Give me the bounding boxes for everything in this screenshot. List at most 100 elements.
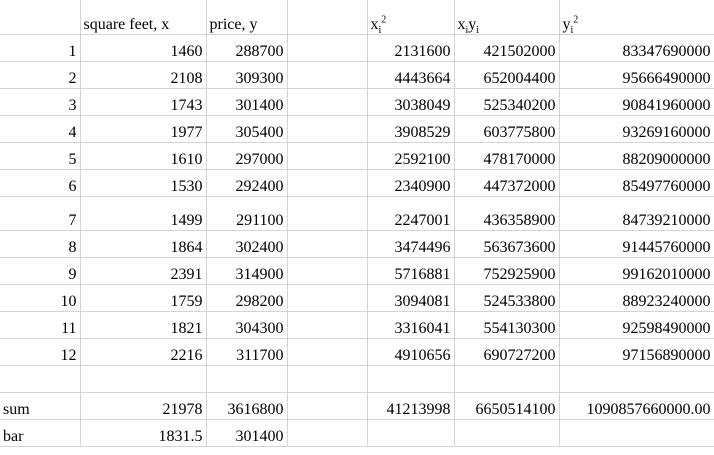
row-number[interactable]: 11 — [0, 311, 81, 339]
cell-x-times-y[interactable]: 752925900 — [454, 257, 560, 285]
cell-x-times-y[interactable]: 563673600 — [454, 230, 560, 258]
cell-y-squared[interactable]: 91445760000 — [559, 230, 714, 258]
bar-label[interactable]: bar — [0, 419, 81, 447]
cell-y-squared[interactable]: 88209000000 — [559, 142, 714, 170]
cell-x-squared[interactable]: 3038049 — [367, 88, 455, 116]
cell-square-feet[interactable]: 1499 — [80, 196, 207, 231]
bar-x[interactable]: 1831.5 — [80, 419, 207, 447]
cell-y-squared[interactable]: 97156890000 — [559, 338, 714, 366]
row-number[interactable]: 3 — [0, 88, 81, 116]
header-cell-blank-2[interactable] — [287, 0, 368, 35]
cell-square-feet[interactable]: 2108 — [80, 61, 207, 89]
cell-blank[interactable] — [287, 34, 368, 62]
blank-cell[interactable] — [454, 365, 560, 393]
header-x-squared[interactable]: xi2 — [367, 0, 455, 35]
cell-x-squared[interactable]: 5716881 — [367, 257, 455, 285]
sum-xx[interactable]: 41213998 — [367, 392, 455, 420]
cell-blank[interactable] — [287, 284, 368, 312]
header-x-times-y[interactable]: xiyi — [454, 0, 560, 35]
cell-square-feet[interactable]: 1743 — [80, 88, 207, 116]
cell-x-times-y[interactable]: 478170000 — [454, 142, 560, 170]
blank-cell[interactable] — [206, 365, 288, 393]
cell-x-times-y[interactable]: 421502000 — [454, 34, 560, 62]
cell-x-squared[interactable]: 2131600 — [367, 34, 455, 62]
cell-price[interactable]: 291100 — [206, 196, 288, 231]
sum-cell-blank[interactable] — [287, 392, 368, 420]
cell-x-squared[interactable]: 3316041 — [367, 311, 455, 339]
cell-blank[interactable] — [287, 169, 368, 197]
cell-x-squared[interactable]: 3908529 — [367, 115, 455, 143]
cell-x-squared[interactable]: 4910656 — [367, 338, 455, 366]
cell-y-squared[interactable]: 99162010000 — [559, 257, 714, 285]
cell-x-times-y[interactable]: 554130300 — [454, 311, 560, 339]
bar-y[interactable]: 301400 — [206, 419, 288, 447]
sum-yy[interactable]: 1090857660000.00 — [559, 392, 714, 420]
cell-price[interactable]: 305400 — [206, 115, 288, 143]
cell-x-times-y[interactable]: 447372000 — [454, 169, 560, 197]
cell-price[interactable]: 292400 — [206, 169, 288, 197]
cell-price[interactable]: 297000 — [206, 142, 288, 170]
cell-blank[interactable] — [287, 142, 368, 170]
cell-blank[interactable] — [287, 115, 368, 143]
cell-blank[interactable] — [287, 88, 368, 116]
cell-square-feet[interactable]: 1460 — [80, 34, 207, 62]
bar-cell-blank[interactable] — [559, 419, 714, 447]
bar-cell-blank[interactable] — [367, 419, 455, 447]
cell-price[interactable]: 302400 — [206, 230, 288, 258]
cell-y-squared[interactable]: 83347690000 — [559, 34, 714, 62]
cell-x-times-y[interactable]: 524533800 — [454, 284, 560, 312]
cell-x-squared[interactable]: 3474496 — [367, 230, 455, 258]
header-square-feet[interactable]: square feet, x — [80, 0, 207, 35]
blank-cell[interactable] — [0, 365, 81, 393]
row-number[interactable]: 6 — [0, 169, 81, 197]
cell-square-feet[interactable]: 1759 — [80, 284, 207, 312]
cell-price[interactable]: 311700 — [206, 338, 288, 366]
cell-x-squared[interactable]: 4443664 — [367, 61, 455, 89]
cell-blank[interactable] — [287, 338, 368, 366]
blank-cell[interactable] — [287, 365, 368, 393]
cell-price[interactable]: 314900 — [206, 257, 288, 285]
sum-label[interactable]: sum — [0, 392, 81, 420]
cell-y-squared[interactable]: 88923240000 — [559, 284, 714, 312]
cell-price[interactable]: 309300 — [206, 61, 288, 89]
row-number[interactable]: 12 — [0, 338, 81, 366]
sum-xy[interactable]: 6650514100 — [454, 392, 560, 420]
header-price[interactable]: price, y — [206, 0, 288, 35]
blank-cell[interactable] — [367, 365, 455, 393]
cell-price[interactable]: 301400 — [206, 88, 288, 116]
sum-x[interactable]: 21978 — [80, 392, 207, 420]
row-number[interactable]: 5 — [0, 142, 81, 170]
cell-square-feet[interactable]: 2216 — [80, 338, 207, 366]
header-y-squared[interactable]: yi2 — [559, 0, 714, 35]
cell-x-times-y[interactable]: 525340200 — [454, 88, 560, 116]
cell-square-feet[interactable]: 2391 — [80, 257, 207, 285]
cell-blank[interactable] — [287, 230, 368, 258]
row-number[interactable]: 7 — [0, 196, 81, 231]
cell-y-squared[interactable]: 85497760000 — [559, 169, 714, 197]
row-number[interactable]: 1 — [0, 34, 81, 62]
cell-square-feet[interactable]: 1610 — [80, 142, 207, 170]
cell-square-feet[interactable]: 1864 — [80, 230, 207, 258]
cell-y-squared[interactable]: 84739210000 — [559, 196, 714, 231]
bar-cell-blank[interactable] — [287, 419, 368, 447]
row-number[interactable]: 9 — [0, 257, 81, 285]
bar-cell-blank[interactable] — [454, 419, 560, 447]
cell-x-times-y[interactable]: 603775800 — [454, 115, 560, 143]
cell-blank[interactable] — [287, 196, 368, 231]
cell-price[interactable]: 288700 — [206, 34, 288, 62]
cell-y-squared[interactable]: 95666490000 — [559, 61, 714, 89]
cell-square-feet[interactable]: 1977 — [80, 115, 207, 143]
cell-x-squared[interactable]: 2592100 — [367, 142, 455, 170]
cell-x-times-y[interactable]: 690727200 — [454, 338, 560, 366]
cell-x-squared[interactable]: 2340900 — [367, 169, 455, 197]
blank-cell[interactable] — [559, 365, 714, 393]
cell-x-times-y[interactable]: 436358900 — [454, 196, 560, 231]
row-number[interactable]: 8 — [0, 230, 81, 258]
cell-x-squared[interactable]: 2247001 — [367, 196, 455, 231]
cell-y-squared[interactable]: 92598490000 — [559, 311, 714, 339]
row-number[interactable]: 4 — [0, 115, 81, 143]
cell-x-squared[interactable]: 3094081 — [367, 284, 455, 312]
cell-x-times-y[interactable]: 652004400 — [454, 61, 560, 89]
row-number[interactable]: 2 — [0, 61, 81, 89]
sum-y[interactable]: 3616800 — [206, 392, 288, 420]
